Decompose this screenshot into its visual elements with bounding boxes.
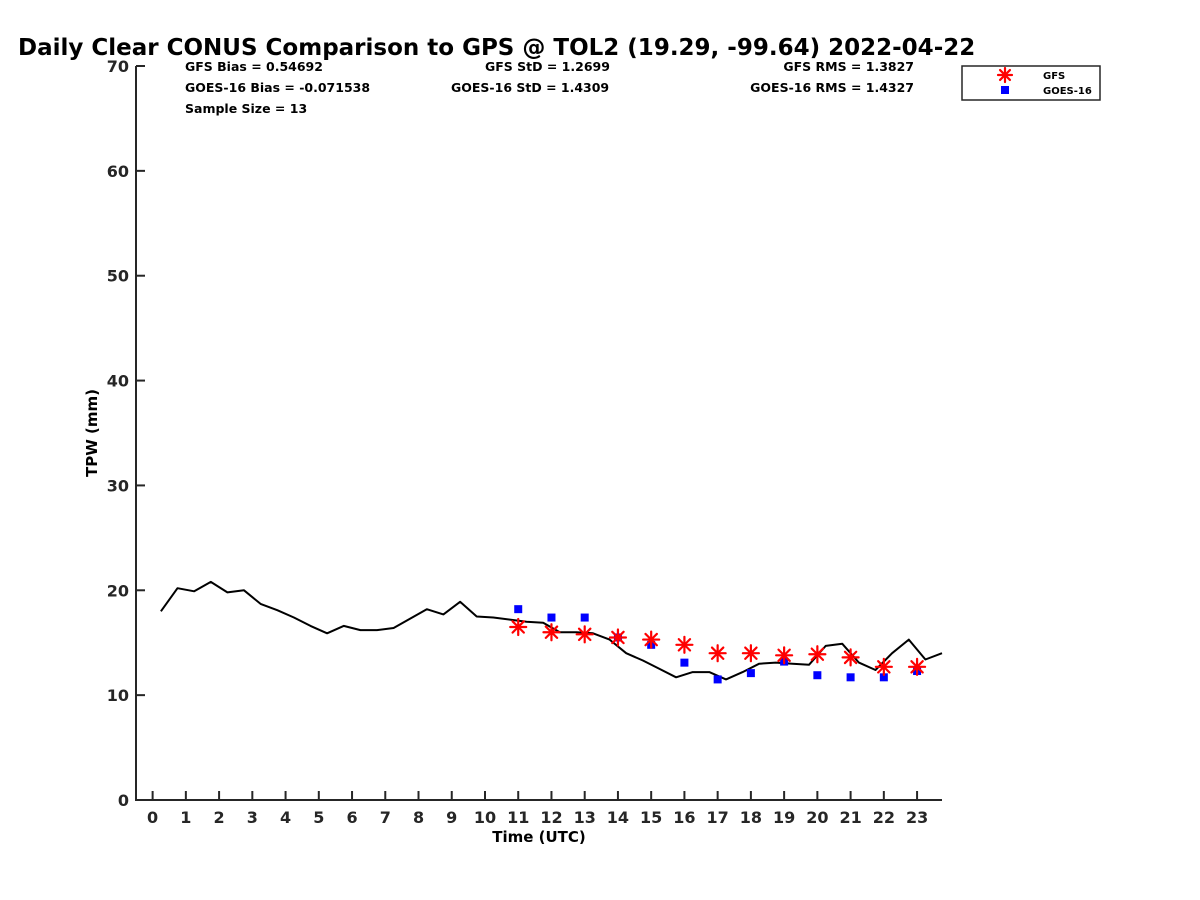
gfs-point [841,648,860,667]
goes16-point [547,613,556,622]
x-axis-label: Time (UTC) [492,828,586,846]
legend-box [961,65,1101,101]
gfs-bias-text: GFS Bias = 0.54692 [185,59,323,74]
gfs-point [874,657,893,676]
goes16-point [680,658,689,667]
y-ticks: 0 10 20 30 40 50 60 70 [107,57,145,810]
axes [135,66,942,801]
x-tick-label: 5 [313,808,324,827]
y-tick-label: 40 [107,372,129,391]
gfs-point [509,617,528,637]
x-tick-label: 20 [806,808,828,827]
legend: GFS GOES-16 [961,65,1101,101]
x-tick-label: 11 [507,808,529,827]
goes16-point [514,605,523,614]
x-tick-label: 10 [474,808,496,827]
gfs-std-text: GFS StD = 1.2699 [485,59,610,74]
goes16-point [879,673,888,682]
x-tick-label: 6 [346,808,357,827]
gfs-point [642,630,661,649]
x-tick-label: 23 [906,808,928,827]
x-tick-label: 1 [180,808,191,827]
x-tick-label: 22 [873,808,895,827]
y-tick-label: 0 [118,791,129,810]
x-tick-label: 7 [380,808,391,827]
y-tick-label: 60 [107,162,129,181]
y-axis-label: TPW (mm) [83,389,101,477]
x-tick-label: 18 [740,808,762,827]
plot-area [160,580,943,684]
x-tick-label: 13 [574,808,596,827]
x-tick-label: 15 [640,808,662,827]
gfs-point [708,644,727,663]
gfs-point [775,646,794,665]
x-tick-label: 19 [773,808,795,827]
x-tick-label: 4 [280,808,291,827]
x-tick-label: 16 [673,808,695,827]
goes16-point [746,669,755,678]
legend-gfs-label: GFS [1043,71,1065,82]
x-tick-label: 3 [247,808,258,827]
x-tick-label: 2 [214,808,225,827]
stats-block: GFS Bias = 0.54692 GOES-16 Bias = -0.071… [185,59,914,116]
gfs-point [608,628,628,647]
x-tick-label: 8 [413,808,424,827]
gfs-rms-text: GFS RMS = 1.3827 [783,59,914,74]
y-tick-label: 70 [107,57,129,76]
y-tick-label: 20 [107,581,129,600]
gfs-point [907,657,927,676]
goes-std-text: GOES-16 StD = 1.4309 [451,80,609,95]
x-tick-label: 9 [446,808,457,827]
y-tick-label: 10 [107,686,129,705]
goes-bias-text: GOES-16 Bias = -0.071538 [185,80,370,95]
gfs-point [741,644,760,663]
x-tick-label: 17 [707,808,729,827]
legend-goes16-label: GOES-16 [1043,86,1092,97]
x-tick-label: 0 [147,808,158,827]
x-tick-label: 12 [540,808,562,827]
x-tick-label: 14 [607,808,629,827]
goes16-point [813,671,822,680]
sample-size-text: Sample Size = 13 [185,101,307,116]
goes16-point [580,613,589,622]
goes16-point [846,673,855,682]
legend-gfs-marker [996,66,1014,84]
goes16-point [713,675,722,684]
gfs-point [575,625,594,644]
goes-rms-text: GOES-16 RMS = 1.4327 [750,80,914,95]
gfs-point [675,635,694,654]
x-tick-label: 21 [839,808,861,827]
gfs-point [808,645,827,664]
gfs-point [542,623,561,642]
y-tick-label: 30 [107,476,129,495]
legend-goes16-marker [1001,86,1009,94]
y-tick-label: 50 [107,267,129,286]
legend-gfs-asterisk [996,66,1014,84]
chart-title: Daily Clear CONUS Comparison to GPS @ TO… [18,35,975,61]
x-ticks: 0 1 2 3 4 5 6 7 8 9 10 11 12 13 14 15 16 17 18 19 20 21 22 23 [147,791,928,827]
